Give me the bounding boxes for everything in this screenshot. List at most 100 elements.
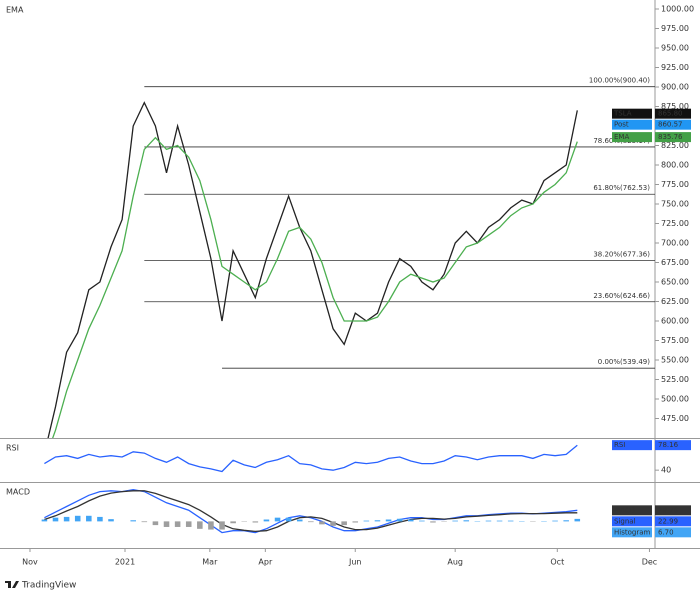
histogram-bar [452, 521, 458, 522]
x-tick-label: Nov [22, 558, 38, 567]
y-tick-label: 725.00 [661, 219, 689, 228]
x-tick-label: Jun [348, 558, 362, 567]
histogram-bar [197, 521, 203, 528]
histogram-bar [186, 521, 192, 527]
histogram-bar [463, 520, 469, 521]
histogram-bar [97, 517, 103, 521]
histogram-bar [375, 520, 381, 521]
histogram-bar [164, 521, 170, 527]
fib-label: 38.20%(677.36) [593, 251, 650, 259]
tag-value: 6.70 [658, 528, 674, 536]
y-tick-label: 800.00 [661, 161, 689, 170]
y-tick-label: 40 [661, 466, 671, 475]
histogram-bar [264, 520, 270, 522]
y-tick-label: 600.00 [661, 317, 689, 326]
y-tick-label: 825.00 [661, 141, 689, 150]
x-tick-label: 2021 [115, 558, 135, 567]
histogram-bar [75, 516, 81, 522]
tag-name: MACD [614, 506, 635, 514]
y-tick-label: 625.00 [661, 297, 689, 306]
histogram-bar [142, 521, 148, 522]
y-tick-label: 975.00 [661, 24, 689, 33]
y-tick-label: 500.00 [661, 395, 689, 404]
histogram-bar [286, 518, 292, 522]
fib-label: 23.60%(624.66) [593, 292, 650, 300]
histogram-bar [86, 516, 92, 522]
y-tick-label: 650.00 [661, 278, 689, 287]
panel-title: RSI [6, 444, 19, 453]
price-tag: EMA 835.76 [612, 132, 691, 142]
histogram-bar [508, 521, 514, 522]
y-tick-label: 550.00 [661, 356, 689, 365]
tag-value: 865.80 [658, 110, 683, 118]
histogram-bar [552, 521, 558, 522]
tag-name: Signal [614, 517, 636, 525]
histogram-bar [486, 521, 492, 522]
tag-name: Post [614, 121, 629, 129]
histogram-bar [308, 521, 314, 522]
price-tag: TSLA 865.80 [612, 109, 691, 119]
price-tag: Signal 22.99 [612, 516, 691, 526]
histogram-bar [364, 521, 370, 522]
y-tick-label: 900.00 [661, 83, 689, 92]
tag-value: 78.16 [658, 441, 679, 449]
histogram-bar [42, 520, 48, 522]
fib-label: 0.00%(539.49) [598, 358, 650, 366]
tag-value: 835.76 [658, 133, 683, 141]
histogram-bar [497, 521, 503, 522]
y-tick-label: 750.00 [661, 200, 689, 209]
histogram-bar [319, 521, 325, 524]
tag-name: RSI [614, 441, 625, 449]
histogram-bar [575, 519, 581, 521]
y-tick-label: 575.00 [661, 336, 689, 345]
price-tag: Histogram 6.70 [612, 527, 691, 537]
histogram-bar [219, 521, 225, 529]
histogram-bar [430, 521, 436, 522]
price-tag: Post 860.57 [612, 120, 691, 130]
histogram-bar [53, 518, 59, 522]
tag-name: Histogram [614, 528, 650, 536]
tag-value: 22.99 [658, 517, 678, 525]
x-tick-label: Mar [202, 558, 218, 567]
y-tick-label: 1000.00 [661, 5, 694, 14]
histogram-bar [297, 520, 303, 522]
fib-label: 61.80%(762.53) [593, 184, 650, 192]
panel-title: MACD [6, 488, 30, 497]
tag-name: TSLA [613, 110, 632, 118]
x-tick-label: Dec [642, 558, 657, 567]
histogram-bar [153, 521, 159, 525]
price-tag: MACD 29.70 [612, 505, 691, 515]
histogram-bar [563, 520, 569, 521]
histogram-bar [230, 521, 236, 523]
histogram-bar [175, 521, 181, 527]
brand: TradingView [21, 581, 76, 591]
y-tick-label: 950.00 [661, 44, 689, 53]
histogram-bar [208, 521, 214, 529]
y-tick-label: 525.00 [661, 375, 689, 384]
x-tick-label: Apr [258, 558, 273, 567]
histogram-bar [419, 521, 425, 522]
histogram-bar [352, 521, 358, 522]
price-tag: RSI 78.16 [612, 440, 691, 450]
histogram-bar [64, 517, 70, 521]
tag-value: 29.70 [658, 506, 678, 514]
y-tick-label: 925.00 [661, 63, 689, 72]
x-tick-label: Aug [447, 558, 463, 567]
histogram-bar [130, 520, 136, 521]
histogram-bar [108, 519, 114, 521]
histogram-bar [330, 521, 336, 525]
y-tick-label: 675.00 [661, 258, 689, 267]
y-tick-label: 700.00 [661, 239, 689, 248]
y-tick-label: 775.00 [661, 180, 689, 189]
histogram-bar [253, 521, 259, 522]
chart-title: EMA [6, 6, 24, 15]
tag-name: EMA [614, 133, 629, 141]
histogram-bar [386, 520, 392, 522]
x-tick-label: Oct [550, 558, 564, 567]
histogram-bar [341, 521, 347, 525]
y-tick-label: 475.00 [661, 414, 689, 423]
fib-label: 100.00%(900.40) [589, 77, 650, 85]
tag-value: 860.57 [658, 121, 683, 129]
histogram-bar [408, 520, 414, 522]
